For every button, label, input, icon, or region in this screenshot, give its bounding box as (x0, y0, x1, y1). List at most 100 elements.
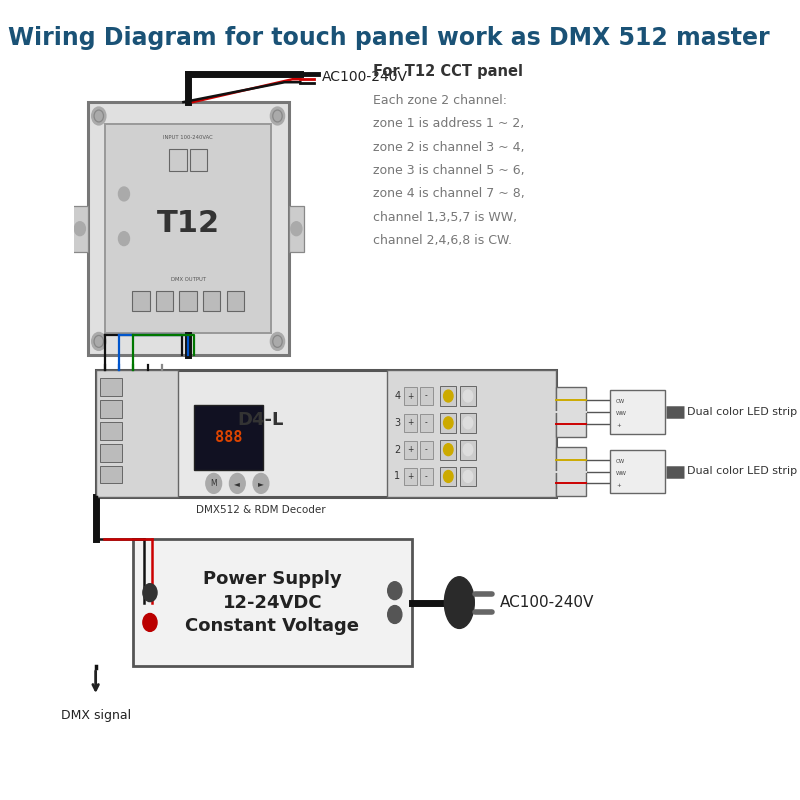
Circle shape (143, 614, 157, 631)
Bar (203, 290, 221, 310)
Circle shape (92, 107, 106, 125)
Text: ◄: ◄ (234, 479, 240, 488)
Text: zone 2 is channel 3 ~ 4,: zone 2 is channel 3 ~ 4, (373, 141, 524, 154)
Text: T12: T12 (157, 210, 220, 238)
Bar (404, 441, 417, 458)
Circle shape (118, 232, 130, 246)
Bar (96, 370, 556, 498)
Bar (99, 444, 122, 462)
Text: AC100-240V: AC100-240V (322, 70, 407, 84)
Text: 2: 2 (394, 445, 400, 454)
Bar (179, 290, 197, 310)
Text: +: + (407, 445, 414, 454)
Bar (420, 414, 433, 432)
Text: 12-24VDC: 12-24VDC (222, 594, 322, 611)
Bar (96, 370, 178, 498)
Text: Dual color LED strip: Dual color LED strip (687, 466, 797, 477)
Bar (156, 290, 173, 310)
Bar (99, 466, 122, 483)
Text: D4-L: D4-L (238, 411, 284, 429)
Text: zone 4 is channel 7 ~ 8,: zone 4 is channel 7 ~ 8, (373, 187, 525, 201)
Text: 888: 888 (215, 430, 242, 445)
Text: DMX OUTPUT: DMX OUTPUT (170, 277, 206, 282)
Circle shape (270, 107, 285, 125)
Text: 3: 3 (394, 418, 400, 428)
Bar (404, 387, 417, 405)
Bar (132, 290, 150, 310)
Circle shape (443, 417, 453, 429)
Text: +: + (616, 483, 621, 488)
Text: 1: 1 (394, 471, 400, 482)
Text: For T12 CCT panel: For T12 CCT panel (373, 64, 522, 79)
Circle shape (92, 333, 106, 350)
Circle shape (291, 222, 302, 236)
Text: channel 1,3,5,7 is WW,: channel 1,3,5,7 is WW, (373, 211, 517, 224)
Bar (226, 290, 244, 310)
Text: -: - (425, 445, 428, 454)
Circle shape (443, 444, 453, 456)
Text: DMX signal: DMX signal (61, 710, 130, 722)
Text: ►: ► (258, 479, 264, 488)
Text: M: M (210, 479, 217, 488)
Bar (420, 387, 433, 405)
Text: +: + (407, 391, 414, 401)
Text: zone 3 is channel 5 ~ 6,: zone 3 is channel 5 ~ 6, (373, 164, 524, 177)
Bar (170, 149, 186, 170)
Text: INPUT 100-240VAC: INPUT 100-240VAC (163, 135, 213, 140)
Circle shape (118, 187, 130, 201)
Circle shape (270, 333, 285, 350)
Bar (133, 539, 412, 666)
Text: 4: 4 (394, 391, 400, 401)
Text: zone 1 is address 1 ~ 2,: zone 1 is address 1 ~ 2, (373, 118, 524, 130)
Text: -: - (425, 472, 428, 481)
Text: CW: CW (616, 399, 626, 405)
Text: DMX512 & RDM Decoder: DMX512 & RDM Decoder (196, 506, 326, 515)
Circle shape (463, 390, 473, 402)
Circle shape (388, 606, 402, 623)
Bar (460, 386, 476, 406)
Bar (460, 466, 476, 486)
Text: +: + (407, 472, 414, 481)
Bar (441, 413, 456, 433)
Bar (99, 422, 122, 440)
Text: WW: WW (616, 471, 627, 476)
Bar (460, 440, 476, 459)
Ellipse shape (444, 577, 474, 629)
Circle shape (206, 474, 222, 494)
Text: AC100-240V: AC100-240V (500, 595, 594, 610)
Bar (404, 467, 417, 486)
Bar (404, 414, 417, 432)
Bar (99, 378, 122, 396)
Circle shape (230, 474, 246, 494)
Bar (88, 102, 289, 355)
Bar (72, 206, 88, 251)
Circle shape (388, 582, 402, 600)
Bar (387, 370, 556, 498)
Text: Power Supply: Power Supply (203, 570, 342, 588)
Bar (105, 124, 271, 334)
Bar (460, 413, 476, 433)
Bar (194, 405, 263, 470)
Bar (420, 441, 433, 458)
Text: +: + (407, 418, 414, 427)
Bar (556, 387, 586, 437)
Text: WW: WW (616, 411, 627, 417)
Bar (190, 149, 207, 170)
Text: -: - (425, 391, 428, 401)
Circle shape (443, 390, 453, 402)
Text: channel 2,4,6,8 is CW.: channel 2,4,6,8 is CW. (373, 234, 512, 247)
Bar (420, 467, 433, 486)
Circle shape (463, 470, 473, 482)
Circle shape (253, 474, 269, 494)
Bar (556, 446, 586, 496)
Text: Dual color LED strip: Dual color LED strip (687, 407, 797, 417)
Text: Each zone 2 channel:: Each zone 2 channel: (373, 94, 506, 107)
Bar (610, 390, 665, 434)
Text: -: - (425, 418, 428, 427)
Bar (289, 206, 304, 251)
Text: +: + (616, 423, 621, 428)
Bar (441, 386, 456, 406)
Circle shape (74, 222, 86, 236)
Circle shape (463, 444, 473, 456)
Circle shape (143, 584, 157, 602)
